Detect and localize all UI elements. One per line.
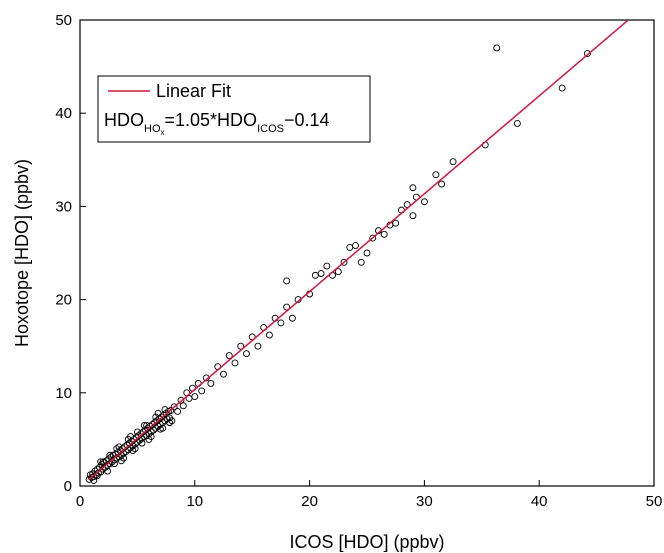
x-axis-label: ICOS [HDO] (ppbv) bbox=[289, 532, 444, 552]
data-point bbox=[283, 277, 291, 285]
data-point bbox=[133, 428, 141, 436]
data-point bbox=[129, 447, 137, 455]
x-tick-label: 40 bbox=[531, 493, 548, 510]
data-point bbox=[283, 303, 291, 311]
data-point bbox=[152, 413, 160, 421]
data-point bbox=[104, 467, 112, 475]
data-point bbox=[147, 428, 155, 436]
data-point bbox=[369, 234, 377, 242]
data-point bbox=[131, 445, 139, 453]
legend-equation: HDOHOx=1.05*HDOICOS−0.14 bbox=[104, 110, 330, 137]
linear-fit-line bbox=[88, 19, 629, 481]
data-point bbox=[243, 350, 250, 358]
data-point bbox=[117, 457, 125, 465]
data-point bbox=[380, 230, 388, 238]
data-point bbox=[161, 406, 169, 414]
data-point bbox=[127, 433, 134, 441]
data-point bbox=[166, 419, 173, 427]
y-tick-label: 30 bbox=[55, 198, 72, 215]
data-point bbox=[277, 319, 285, 327]
data-point bbox=[357, 258, 365, 266]
data-point bbox=[317, 270, 325, 277]
x-tick-label: 10 bbox=[186, 493, 203, 510]
y-tick-label: 40 bbox=[55, 105, 72, 122]
data-point bbox=[340, 258, 348, 266]
data-point bbox=[198, 387, 206, 395]
data-point bbox=[174, 407, 182, 415]
data-point bbox=[179, 402, 187, 410]
data-point bbox=[392, 219, 400, 227]
plot-frame bbox=[79, 19, 655, 487]
data-point bbox=[220, 370, 227, 378]
data-point bbox=[225, 352, 233, 359]
data-point bbox=[97, 458, 105, 466]
data-point bbox=[288, 314, 296, 322]
y-axis-label: Hoxotope [HDO] (ppbv) bbox=[12, 159, 32, 347]
data-point bbox=[90, 476, 98, 484]
data-point bbox=[323, 262, 331, 270]
data-point bbox=[143, 432, 151, 440]
data-point bbox=[409, 212, 417, 220]
data-point bbox=[513, 120, 521, 127]
data-point bbox=[265, 331, 273, 339]
data-point bbox=[154, 409, 162, 417]
data-point bbox=[237, 342, 245, 350]
data-point bbox=[145, 435, 153, 443]
legend: Linear Fit HDOHOx=1.05*HDOICOS−0.14 bbox=[97, 75, 371, 143]
data-point bbox=[438, 180, 446, 188]
data-point bbox=[334, 268, 342, 276]
data-point bbox=[138, 439, 146, 447]
data-point bbox=[346, 243, 354, 251]
data-point bbox=[159, 424, 167, 432]
data-point bbox=[363, 249, 371, 257]
axis-ticks: 0 10 20 30 40 50 0 10 20 30 40 50 bbox=[55, 12, 662, 510]
data-point bbox=[432, 171, 440, 179]
data-point bbox=[106, 451, 114, 459]
data-point bbox=[143, 421, 151, 429]
data-point bbox=[150, 426, 157, 434]
data-point bbox=[409, 184, 417, 192]
data-point bbox=[207, 380, 215, 387]
x-tick-label: 0 bbox=[76, 493, 84, 510]
data-point bbox=[311, 271, 319, 279]
data-point bbox=[583, 50, 591, 58]
data-point bbox=[558, 84, 566, 92]
data-point bbox=[449, 158, 457, 166]
data-point bbox=[168, 417, 176, 425]
legend-box bbox=[97, 75, 371, 143]
data-point bbox=[420, 198, 428, 206]
data-point bbox=[113, 445, 121, 453]
data-point bbox=[156, 421, 164, 428]
data-point bbox=[170, 403, 178, 411]
y-tick-label: 20 bbox=[55, 292, 72, 309]
data-point bbox=[115, 443, 123, 451]
data-point bbox=[99, 465, 107, 473]
data-point bbox=[177, 396, 185, 404]
data-point bbox=[191, 393, 199, 400]
data-point bbox=[140, 421, 148, 429]
data-point bbox=[231, 359, 239, 367]
data-point bbox=[254, 342, 262, 350]
x-tick-label: 50 bbox=[646, 493, 663, 510]
x-tick-label: 30 bbox=[416, 493, 433, 510]
data-point bbox=[493, 44, 501, 52]
y-tick-label: 0 bbox=[64, 478, 72, 495]
data-point bbox=[110, 460, 118, 468]
y-tick-label: 10 bbox=[55, 385, 72, 402]
legend-label: Linear Fit bbox=[156, 81, 231, 101]
data-point bbox=[152, 424, 160, 432]
data-point bbox=[99, 458, 107, 466]
x-tick-label: 20 bbox=[301, 493, 318, 510]
data-point bbox=[352, 242, 359, 249]
y-tick-label: 50 bbox=[55, 12, 72, 29]
